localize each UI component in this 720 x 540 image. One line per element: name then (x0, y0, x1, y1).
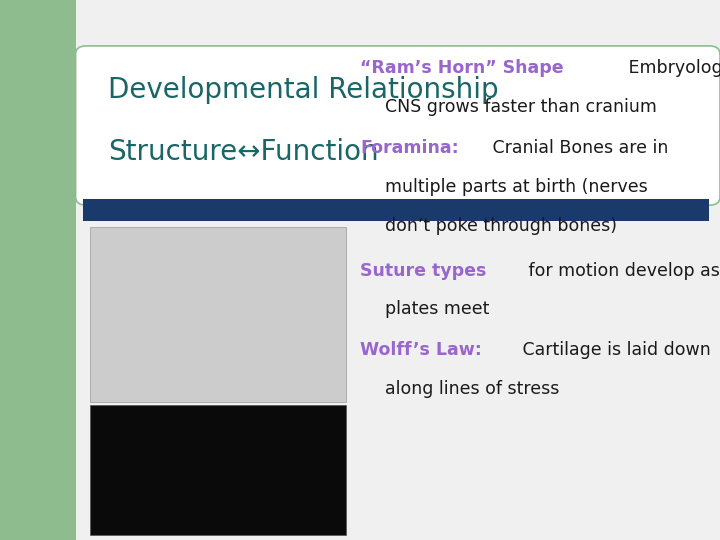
FancyBboxPatch shape (76, 46, 720, 205)
Bar (90, 227, 346, 402)
Bar (0, 0, 76, 540)
Text: Structure↔Function: Structure↔Function (108, 138, 379, 166)
Text: “Ram’s Horn” Shape: “Ram’s Horn” Shape (360, 59, 564, 77)
Bar (90, 405, 346, 535)
Text: Developmental Relationship: Developmental Relationship (108, 76, 499, 104)
Text: Cartilage is laid down: Cartilage is laid down (517, 341, 711, 359)
Text: don’t poke through bones): don’t poke through bones) (385, 217, 617, 235)
Text: CNS grows faster than cranium: CNS grows faster than cranium (385, 98, 657, 116)
Text: for motion develop as: for motion develop as (523, 261, 720, 280)
Text: Wolff’s Law:: Wolff’s Law: (360, 341, 482, 359)
Text: Foramina:: Foramina: (360, 139, 459, 157)
Text: plates meet: plates meet (385, 300, 490, 319)
Text: Suture types: Suture types (360, 261, 487, 280)
Bar (83, 199, 709, 221)
Text: multiple parts at birth (nerves: multiple parts at birth (nerves (385, 178, 648, 196)
Text: Cranial Bones are in: Cranial Bones are in (487, 139, 669, 157)
Text: along lines of stress: along lines of stress (385, 380, 559, 398)
Text: Embryologic:: Embryologic: (623, 59, 720, 77)
